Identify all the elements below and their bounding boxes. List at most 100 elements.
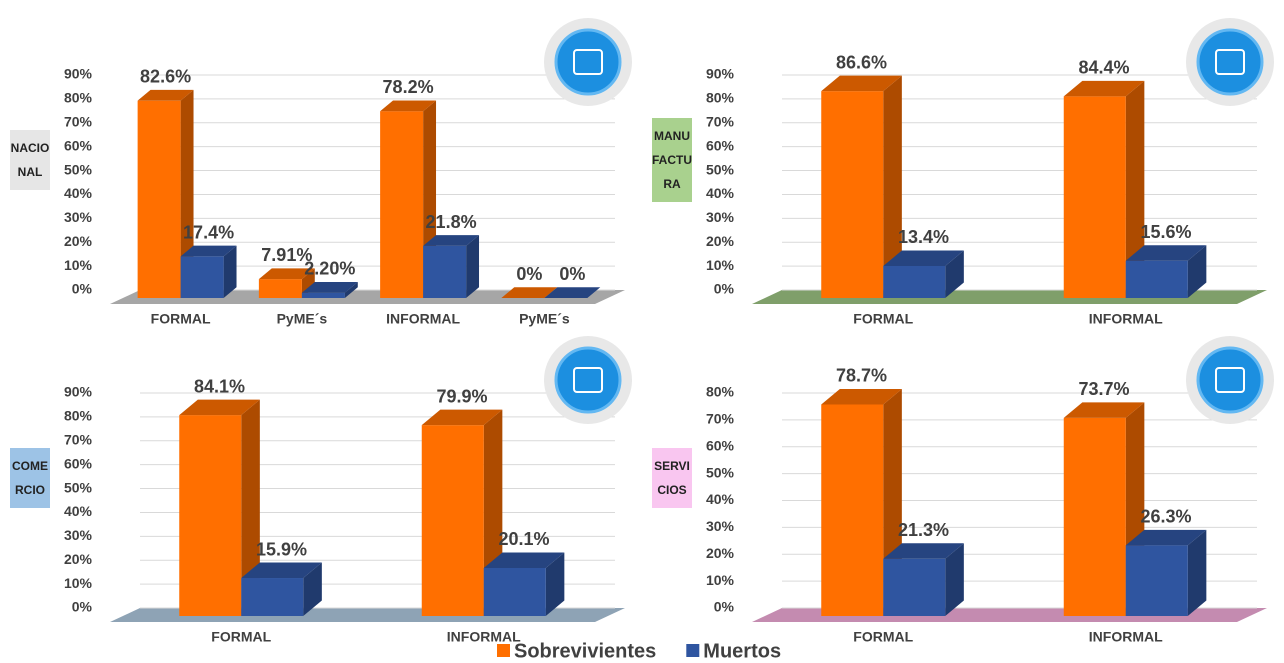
y-tick-label: 40% [64,503,93,519]
bar-side [1187,529,1207,616]
legend-swatch [686,644,700,657]
side-label-box: MANUFACTURA [652,25,692,295]
side-label: NACIONAL [10,130,50,190]
y-tick-label: 30% [64,527,93,543]
bar-top [137,89,194,101]
bar [380,111,424,298]
y-tick-label: 90% [64,66,93,82]
y-tick-label: 50% [706,464,735,480]
y-tick-label: 20% [64,233,93,249]
x-tick-label: PyME´s [519,311,570,327]
y-tick-label: 40% [64,185,93,201]
value-label: 79.9% [437,386,488,406]
side-label-box: COMERCIO [10,343,50,613]
bar-top [380,100,437,112]
bar-top [423,235,480,246]
icon [1196,28,1264,96]
bar-side [180,89,194,298]
bar-top [883,543,964,559]
x-tick-label: INFORMAL [1089,311,1163,327]
y-tick-label: 50% [706,161,735,177]
x-tick-label: INFORMAL [447,629,521,645]
side-label: MANUFACTURA [652,118,692,202]
y-tick-label: 0% [714,281,735,297]
y-tick-label: 40% [706,491,735,507]
x-tick-label: FORMAL [211,629,271,645]
bar-top [821,388,902,405]
x-tick-label: FORMAL [151,311,211,327]
bar-side [241,399,260,616]
value-label: 15.6% [1141,222,1192,242]
y-tick-label: 0% [714,599,735,615]
value-label: 15.9% [256,539,307,559]
bar-top [1063,80,1145,97]
value-label: 84.4% [1079,58,1130,78]
bar [179,415,242,616]
y-tick-label: 10% [706,572,735,588]
bar [821,404,884,616]
y-tick-label: 0% [72,281,93,297]
y-tick-label: 60% [64,455,93,471]
bar [180,256,224,298]
value-label: 13.4% [898,227,949,247]
x-tick-label: INFORMAL [386,311,460,327]
bar-top [180,245,237,257]
x-tick-label: FORMAL [853,311,913,327]
bar [301,292,345,298]
value-label: 78.7% [836,366,887,386]
bar-top [883,250,964,266]
y-tick-label: 80% [64,408,93,424]
bar-side [883,75,902,298]
bar [483,567,546,616]
y-tick-label: 0% [72,599,93,615]
bar-side [303,562,322,616]
value-label: 73.7% [1079,379,1130,399]
bar [241,578,304,616]
bar-top [241,562,322,579]
value-label: 0% [559,264,585,284]
icon-glyph [573,367,603,393]
value-label: 86.6% [836,52,887,72]
y-tick-label: 30% [706,209,735,225]
legend-label: Muertos [703,640,781,662]
bar [423,245,467,298]
icon-glyph [573,49,603,75]
y-tick-label: 20% [64,551,93,567]
value-label: 26.3% [1141,507,1192,527]
x-tick-label: PyME´s [277,311,328,327]
bar-top [1063,402,1145,418]
value-label: 20.1% [499,529,550,549]
y-tick-label: 70% [64,113,93,129]
y-tick-label: 20% [706,545,735,561]
bar [883,265,946,298]
icon-glyph [1215,49,1245,75]
y-tick-label: 70% [706,113,735,129]
y-tick-label: 30% [64,209,93,225]
bar-side [344,281,358,298]
y-tick-label: 10% [706,257,735,273]
value-label: 17.4% [183,222,234,242]
bar [1125,260,1188,298]
floor [110,290,625,304]
bar [258,279,302,298]
y-tick-label: 60% [706,137,735,153]
value-label: 7.91% [261,245,312,265]
y-tick-label: 80% [706,90,735,106]
bar [137,100,181,298]
side-label-box: SERVICIOS [652,343,692,613]
bar [421,425,484,616]
x-tick-label: FORMAL [853,629,913,645]
y-tick-label: 30% [706,518,735,534]
value-label: 2.20% [304,259,355,279]
value-label: 78.2% [383,77,434,97]
value-label: 21.8% [426,212,477,232]
bar [1125,545,1188,616]
bar [883,558,946,616]
y-tick-label: 50% [64,479,93,495]
icon-glyph [1215,367,1245,393]
bar-top [483,552,565,568]
bar [1063,96,1126,298]
y-tick-label: 20% [706,233,735,249]
